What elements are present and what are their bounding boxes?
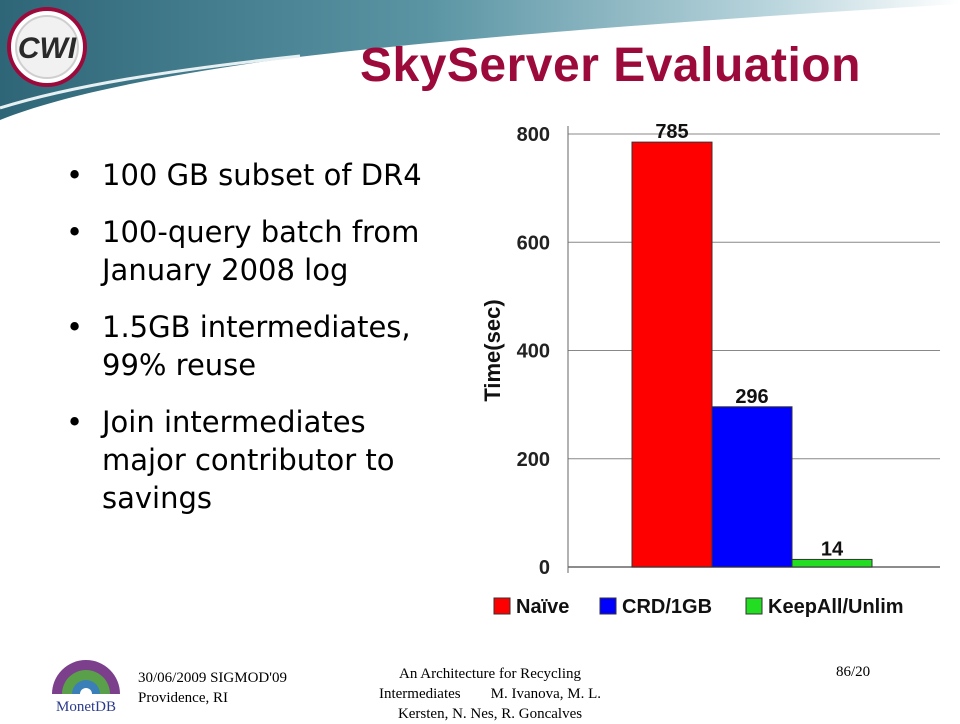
bullet-dot-icon: • xyxy=(66,215,84,249)
bullet-list: • 100 GB subset of DR4 • 100-query batch f… xyxy=(62,156,442,536)
y-axis-label: Time(sec) xyxy=(480,299,505,401)
footer-center-line: Kersten, N. Nes, R. Goncalves xyxy=(397,706,583,722)
bullet-dot-icon: • xyxy=(66,310,84,344)
y-tick-label: 200 xyxy=(517,449,550,471)
footer-center-line: An Architecture for Recycling xyxy=(398,666,581,682)
legend-swatch xyxy=(599,597,617,615)
bullet-text: Join intermediates major contributor to … xyxy=(102,405,395,515)
legend-label: KeepAll/Unlim xyxy=(768,596,904,618)
bullet-item: • Join intermediates major contributor to… xyxy=(62,403,442,517)
footer-date-line: 30/06/2009 SIGMOD'09 xyxy=(138,670,287,686)
header-banner xyxy=(0,0,960,120)
legend-swatch xyxy=(745,597,763,615)
bullet-dot-icon: • xyxy=(66,405,84,439)
footer-page-number: 86/20 xyxy=(836,664,871,680)
data-label: 296 xyxy=(735,386,768,408)
footer-date-venue: 30/06/2009 SIGMOD'09 Providence, RI xyxy=(138,668,287,708)
bullet-text: 1.5GB intermediates, 99% reuse xyxy=(102,310,411,382)
bar xyxy=(791,558,873,568)
monetdb-logo-text: MonetDB xyxy=(56,699,116,715)
y-tick-label: 800 xyxy=(517,124,550,146)
footer-venue-line: Providence, RI xyxy=(138,690,228,706)
legend-label: CRD/1GB xyxy=(622,596,712,618)
data-label: 785 xyxy=(655,121,688,143)
footer-center-line: Intermediates M. Ivanova, M. L. xyxy=(378,686,602,702)
cwi-logo: CWI xyxy=(7,7,87,87)
bullet-item: • 100-query batch from January 2008 log xyxy=(62,213,442,289)
bar xyxy=(631,141,713,568)
bar-chart: 0 200 400 600 800 Time(sec) 785 296 14 Naïve CRD/1… xyxy=(480,121,940,618)
cwi-logo-text: CWI xyxy=(18,32,77,65)
footer-paper-title: An Architecture for Recycling Intermedia… xyxy=(340,664,640,724)
monetdb-logo: MonetDB xyxy=(52,660,120,715)
bullet-dot-icon: • xyxy=(66,158,84,192)
slide-title: SkyServer Evaluation xyxy=(360,39,861,92)
data-label: 14 xyxy=(821,538,844,560)
bullet-item: • 100 GB subset of DR4 xyxy=(62,156,442,194)
legend-label: Naïve xyxy=(516,596,569,618)
y-tick-label: 600 xyxy=(517,232,550,254)
bar xyxy=(711,406,793,568)
y-tick-label: 400 xyxy=(517,341,550,363)
bullet-text: 100-query batch from January 2008 log xyxy=(102,215,420,287)
legend-swatch xyxy=(493,597,511,615)
bullet-text: 100 GB subset of DR4 xyxy=(102,158,422,192)
bullet-item: • 1.5GB intermediates, 99% reuse xyxy=(62,308,442,384)
y-tick-label: 0 xyxy=(539,557,550,579)
